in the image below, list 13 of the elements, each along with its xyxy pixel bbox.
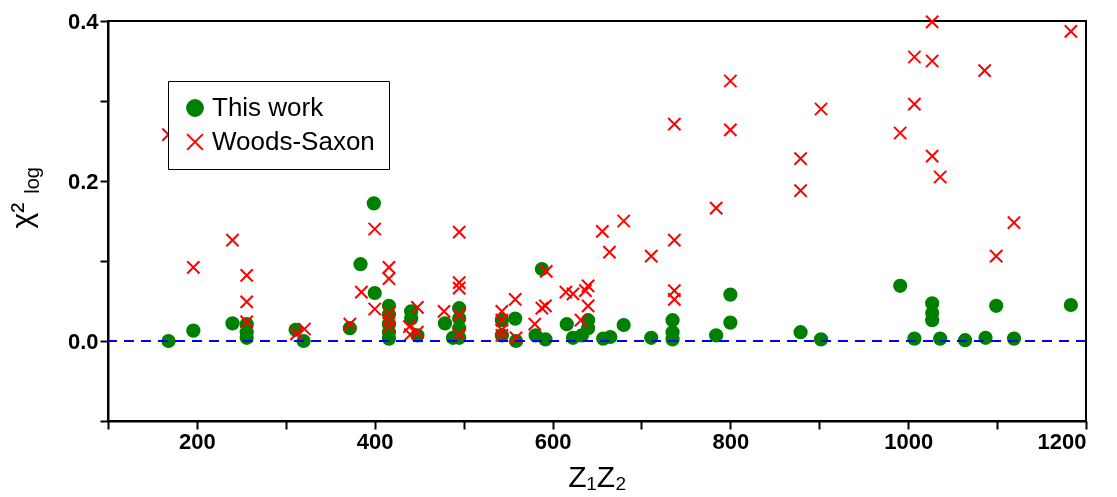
x-tick-label: 1200 xyxy=(1037,428,1087,454)
legend-label: Woods-Saxon xyxy=(212,126,375,156)
x-tick-label: 200 xyxy=(179,428,216,454)
y-tick-label: 0.4 xyxy=(67,8,100,34)
x-tick-label: 800 xyxy=(712,428,750,454)
legend-label: This work xyxy=(212,92,325,122)
y-tick-label: 0.0 xyxy=(67,328,99,354)
x-tick-label: 600 xyxy=(534,428,572,454)
y-axis-title: χ²log xyxy=(5,167,43,229)
x-axis-title: Z₁Z₂ xyxy=(568,459,627,493)
x-tick-label: 1000 xyxy=(884,428,934,454)
y-tick-label: 0.2 xyxy=(67,168,99,194)
x-tick-label: 400 xyxy=(356,428,394,454)
